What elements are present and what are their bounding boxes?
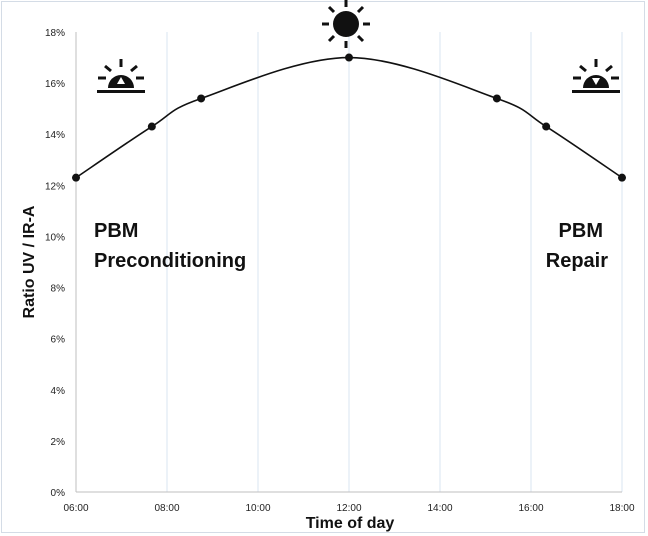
x-tick-label: 06:00 xyxy=(63,503,88,514)
sunset-icon xyxy=(572,59,620,93)
y-axis-title: Ratio UV / IR-A xyxy=(21,205,38,318)
sunrise-icon xyxy=(97,59,145,93)
x-axis-title: Time of day xyxy=(306,515,395,532)
axes xyxy=(75,32,622,493)
y-tick-label: 8% xyxy=(51,284,66,295)
data-point xyxy=(147,122,156,131)
x-tick-label: 16:00 xyxy=(518,503,543,514)
annotation-right-line-1: PBM xyxy=(559,220,603,242)
data-point xyxy=(542,122,551,131)
data-point xyxy=(492,94,501,103)
y-tick-label: 0% xyxy=(51,488,66,499)
data-point xyxy=(72,173,80,182)
y-tick-label: 18% xyxy=(45,28,65,39)
annotation-left-line-2: Preconditioning xyxy=(94,250,246,272)
x-tick-label: 18:00 xyxy=(609,503,634,514)
y-tick-label: 2% xyxy=(51,437,66,448)
y-tick-label: 14% xyxy=(45,130,65,141)
x-tick-label: 08:00 xyxy=(154,503,179,514)
grid-lines xyxy=(166,32,623,492)
annotation-left-line-1: PBM xyxy=(94,220,138,242)
x-tick-label: 12:00 xyxy=(336,503,361,514)
y-tick-label: 6% xyxy=(51,335,66,346)
annotation-right-line-2: Repair xyxy=(546,250,608,272)
data-point xyxy=(197,94,206,103)
series-layer xyxy=(72,53,626,182)
sun-icon xyxy=(322,0,370,48)
y-tick-labels: 0% 2% 4% 6% 8% 10% 12% 14% 16% 18% xyxy=(45,28,65,499)
y-tick-label: 12% xyxy=(45,181,65,192)
y-tick-label: 10% xyxy=(45,232,65,243)
x-tick-label: 10:00 xyxy=(245,503,270,514)
x-tick-labels: 06:00 08:00 10:00 12:00 14:00 16:00 18:00 xyxy=(63,503,634,514)
y-tick-label: 16% xyxy=(45,79,65,90)
data-point xyxy=(345,53,353,62)
x-tick-label: 14:00 xyxy=(427,503,452,514)
y-tick-label: 4% xyxy=(51,386,66,397)
data-point xyxy=(618,173,626,182)
